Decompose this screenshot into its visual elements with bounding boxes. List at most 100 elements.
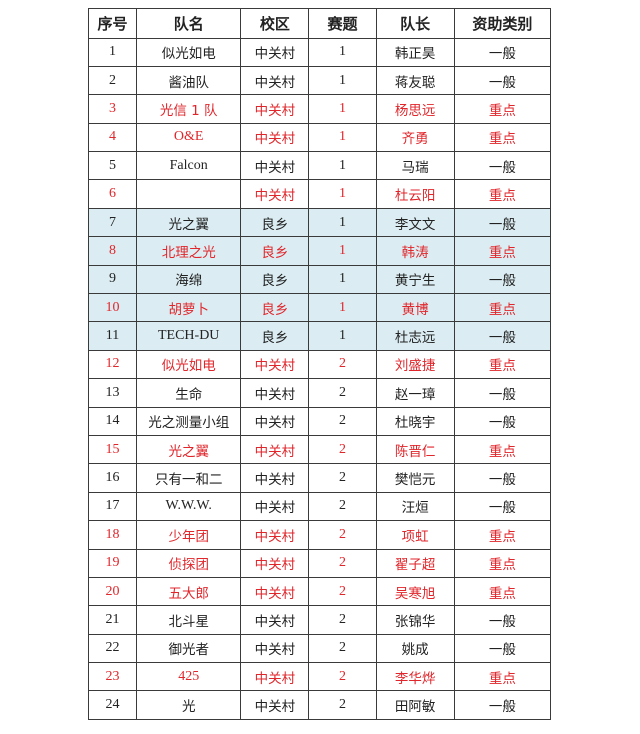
- cell-captain: 黄宁生: [375, 264, 455, 295]
- cell-funding: 重点: [453, 236, 552, 266]
- cell-funding: 一般: [453, 690, 552, 720]
- cell-no: 20: [87, 576, 138, 607]
- cell-captain: 樊恺元: [375, 463, 455, 493]
- cell-campus: 中关村: [240, 548, 310, 578]
- cell-topic: 2: [308, 605, 377, 635]
- cell-campus: 中关村: [240, 349, 310, 380]
- header-captain: 队长: [375, 8, 455, 39]
- cell-team: 海绵: [136, 264, 242, 295]
- cell-team: 酱油队: [136, 65, 242, 96]
- cell-campus: 中关村: [240, 690, 310, 720]
- cell-campus: 中关村: [240, 37, 310, 67]
- cell-funding: 一般: [453, 633, 552, 664]
- header-topic: 赛题: [308, 8, 377, 39]
- table-row: 20 五大郎 中关村 2 吴寒旭 重点: [87, 576, 552, 607]
- cell-funding: 重点: [453, 520, 552, 550]
- cell-no: 24: [87, 690, 138, 720]
- cell-captain: 姚成: [375, 633, 455, 664]
- cell-captain: 赵一璋: [375, 378, 455, 408]
- cell-team: 似光如电: [136, 349, 242, 380]
- cell-team: 北理之光: [136, 236, 242, 266]
- cell-team: 光之翼: [136, 434, 242, 465]
- cell-team: 生命: [136, 378, 242, 408]
- cell-no: 23: [87, 662, 138, 692]
- cell-no: 19: [87, 548, 138, 578]
- cell-team: [136, 179, 242, 209]
- cell-campus: 良乡: [240, 264, 310, 295]
- cell-team: 五大郎: [136, 576, 242, 607]
- header-campus: 校区: [240, 8, 310, 39]
- table-row: 24 光中关村 2 田阿敏 一般: [87, 690, 552, 720]
- cell-captain: 杜志远: [375, 321, 455, 351]
- table-row: 17 W.W.W. 中关村 2 汪烜 一般: [87, 491, 552, 522]
- cell-team: W.W.W.: [136, 491, 242, 522]
- cell-captain: 黄博: [375, 293, 455, 323]
- cell-topic: 1: [308, 122, 377, 153]
- cell-no: 18: [87, 520, 138, 550]
- cell-funding: 一般: [453, 264, 552, 295]
- cell-funding: 一般: [453, 406, 552, 436]
- cell-topic: 2: [308, 406, 377, 436]
- cell-topic: 1: [308, 179, 377, 209]
- cell-topic: 1: [308, 236, 377, 266]
- cell-campus: 中关村: [240, 463, 310, 493]
- cell-captain: 韩正昊: [375, 37, 455, 67]
- cell-topic: 1: [308, 94, 377, 124]
- cell-topic: 2: [308, 662, 377, 692]
- cell-no: 11: [87, 321, 138, 351]
- table-row: 14 光之测量小组 中关村 2 杜晓宇 一般: [87, 406, 552, 436]
- cell-team: 光信 1 队: [136, 94, 242, 124]
- table-row: 2 酱油队 中关村 1 蒋友聪 一般: [87, 65, 552, 96]
- cell-campus: 良乡: [240, 207, 310, 238]
- cell-funding: 一般: [453, 378, 552, 408]
- cell-captain: 张锦华: [375, 605, 455, 635]
- cell-team: 只有一和二: [136, 463, 242, 493]
- cell-topic: 1: [308, 264, 377, 295]
- cell-topic: 1: [308, 65, 377, 96]
- table-row: 5 Falcon 中关村 1 马瑞 一般: [87, 151, 552, 181]
- cell-funding: 重点: [453, 122, 552, 153]
- cell-funding: 重点: [453, 349, 552, 380]
- cell-campus: 中关村: [240, 491, 310, 522]
- cell-topic: 2: [308, 434, 377, 465]
- cell-no: 1: [87, 37, 138, 67]
- cell-captain: 田阿敏: [375, 690, 455, 720]
- cell-topic: 2: [308, 576, 377, 607]
- cell-captain: 吴寒旭: [375, 576, 455, 607]
- cell-no: 2: [87, 65, 138, 96]
- cell-topic: 2: [308, 378, 377, 408]
- table-row: 13 生命 中关村 2 赵一璋 一般: [87, 378, 552, 408]
- cell-campus: 中关村: [240, 406, 310, 436]
- cell-funding: 一般: [453, 491, 552, 522]
- cell-topic: 2: [308, 463, 377, 493]
- table-row: 19 侦探团 中关村 2 翟子超 重点: [87, 548, 552, 578]
- header-row: 序号 队名 校区 赛题 队长 资助类别: [87, 8, 552, 39]
- team-funding-table: 序号 队名 校区 赛题 队长 资助类别 1 似光如电 中关村 1 韩正昊 一般 2 酱油队 中关…: [87, 8, 552, 720]
- cell-topic: 2: [308, 491, 377, 522]
- cell-campus: 中关村: [240, 633, 310, 664]
- cell-no: 22: [87, 633, 138, 664]
- table-row: 3 光信 1 队中关村 1 杨思远 重点: [87, 94, 552, 124]
- cell-funding: 重点: [453, 576, 552, 607]
- cell-topic: 2: [308, 633, 377, 664]
- cell-captain: 杜云阳: [375, 179, 455, 209]
- cell-topic: 1: [308, 321, 377, 351]
- table-row: 11 TECH-DU 良乡 1 杜志远 一般: [87, 321, 552, 351]
- cell-campus: 中关村: [240, 65, 310, 96]
- cell-campus: 中关村: [240, 434, 310, 465]
- cell-topic: 2: [308, 349, 377, 380]
- cell-team: 光之翼: [136, 207, 242, 238]
- cell-topic: 2: [308, 520, 377, 550]
- cell-funding: 重点: [453, 293, 552, 323]
- cell-topic: 1: [308, 293, 377, 323]
- cell-no: 7: [87, 207, 138, 238]
- header-funding: 资助类别: [453, 8, 552, 39]
- cell-team: 似光如电: [136, 37, 242, 67]
- table-row: 7 光之翼 良乡 1 李文文 一般: [87, 207, 552, 238]
- cell-funding: 一般: [453, 605, 552, 635]
- cell-campus: 良乡: [240, 293, 310, 323]
- cell-captain: 项虹: [375, 520, 455, 550]
- cell-team: 侦探团: [136, 548, 242, 578]
- cell-campus: 中关村: [240, 94, 310, 124]
- cell-campus: 中关村: [240, 576, 310, 607]
